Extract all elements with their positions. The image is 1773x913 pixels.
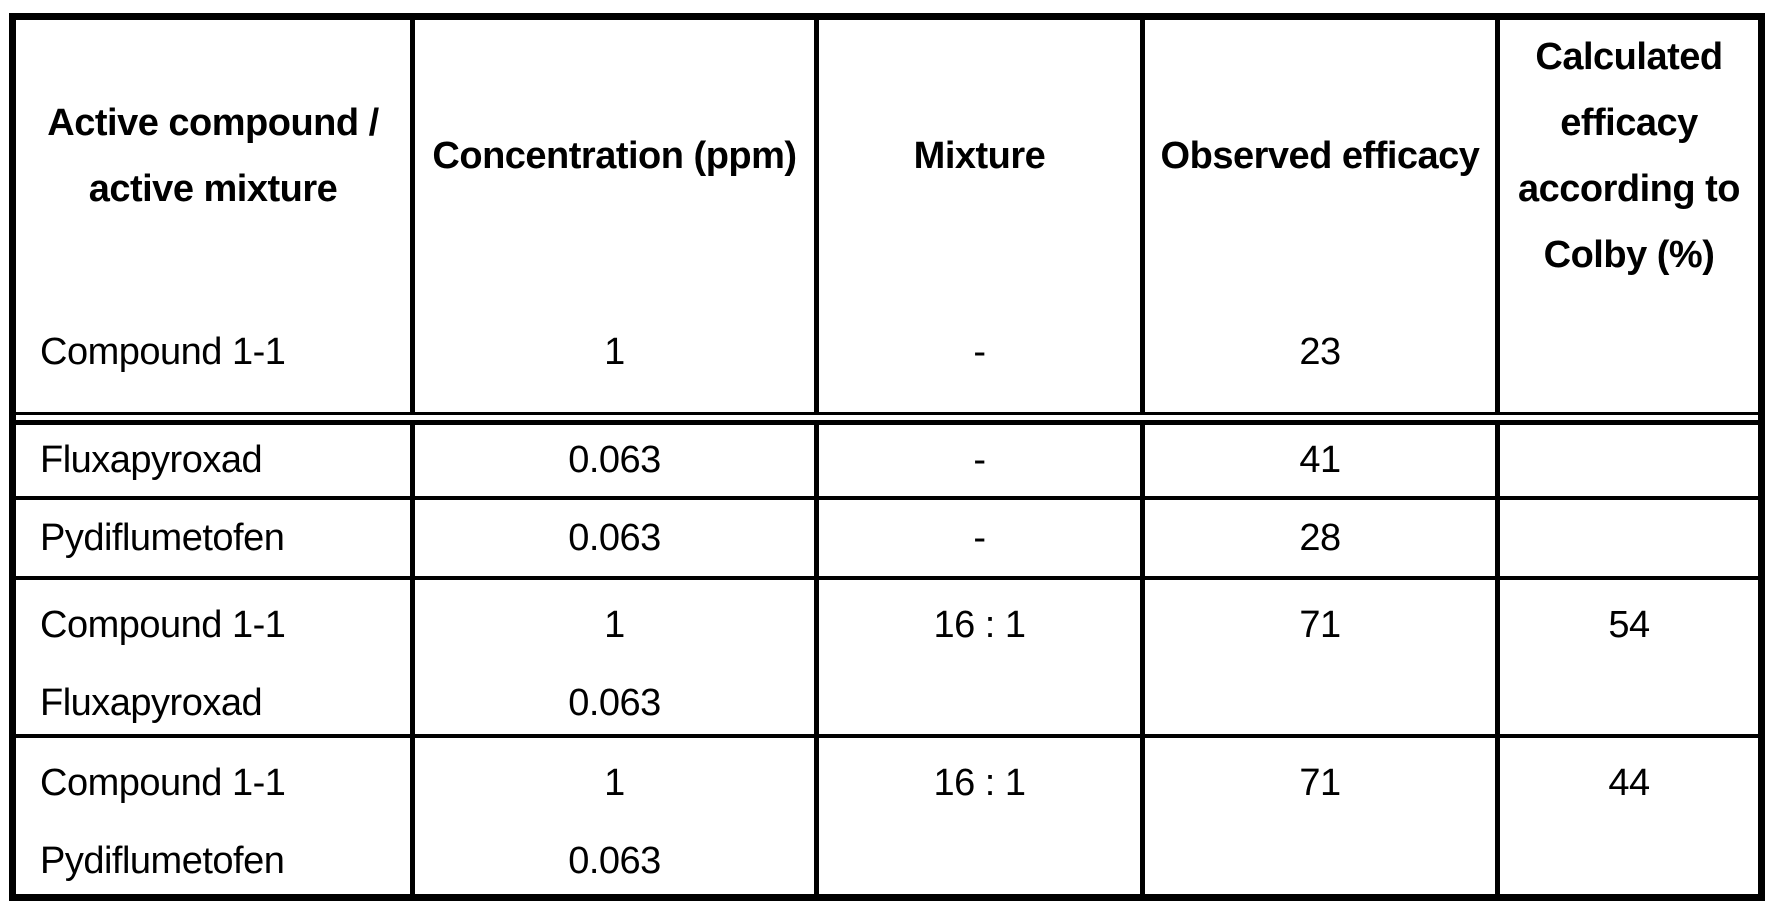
cell-observed-efficacy: 41 (1145, 425, 1500, 496)
cell-compound: Compound 1-1 Fluxapyroxad (16, 580, 415, 734)
double-rule-divider (16, 412, 1758, 425)
column-header-concentration: Concentration (ppm) (432, 135, 797, 177)
column-header-observed-efficacy: Observed efficacy (1160, 135, 1480, 177)
cell-colby (1500, 500, 1758, 576)
cell-mixture: - (819, 500, 1145, 576)
cell-colby (1500, 425, 1758, 496)
table-row: Compound 1-1 Fluxapyroxad 1 0.063 16 : 1… (16, 576, 1758, 734)
cell-compound: Fluxapyroxad (16, 425, 415, 496)
cell-observed-efficacy: 28 (1145, 500, 1500, 576)
cell-mixture: - (819, 425, 1145, 496)
cell-mixture: - (973, 330, 986, 373)
column-header-colby: Calculated efficacy according to Colby (… (1517, 36, 1741, 276)
cell-colby: 44 (1608, 762, 1650, 804)
cell-concentration: 1 0.063 (415, 580, 819, 734)
cell-concentration: 1 (604, 330, 625, 373)
cell-compound: Pydiflumetofen (16, 500, 415, 576)
cell-concentration: 0.063 (415, 500, 819, 576)
cell-colby (1500, 292, 1758, 412)
table-row: Pydiflumetofen 0.063 - 28 (16, 496, 1758, 576)
header-cell-colby: Calculated efficacy according to Colby (… (1500, 20, 1758, 412)
header-cell-mixture: Mixture - (819, 20, 1145, 412)
cell-mixture: 16 : 1 (819, 580, 1145, 734)
cell-mixture: 16 : 1 (819, 738, 1145, 894)
column-header-active-compound: Active compound / active mixture (47, 102, 379, 210)
table-row: Compound 1-1 Pydiflumetofen 1 0.063 16 :… (16, 734, 1758, 894)
header-cell-observed-efficacy: Observed efficacy 23 (1145, 20, 1500, 412)
efficacy-table: Active compound / active mixture Compoun… (9, 13, 1765, 901)
cell-concentration: 0.063 (415, 425, 819, 496)
cell-compound: Compound 1-1 (40, 330, 286, 373)
cell-observed-efficacy: 71 (1145, 738, 1500, 894)
cell-observed-efficacy: 71 (1145, 580, 1500, 734)
cell-observed-efficacy: 23 (1299, 330, 1341, 373)
cell-concentration: 1 0.063 (415, 738, 819, 894)
cell-compound: Compound 1-1 Pydiflumetofen (16, 738, 415, 894)
header-cell-active-compound: Active compound / active mixture Compoun… (16, 20, 415, 412)
table-row: Fluxapyroxad 0.063 - 41 (16, 425, 1758, 496)
column-header-mixture: Mixture (913, 135, 1046, 177)
cell-colby: 54 (1608, 604, 1650, 646)
table-header-section: Active compound / active mixture Compoun… (16, 20, 1758, 412)
header-cell-concentration: Concentration (ppm) 1 (415, 20, 819, 412)
